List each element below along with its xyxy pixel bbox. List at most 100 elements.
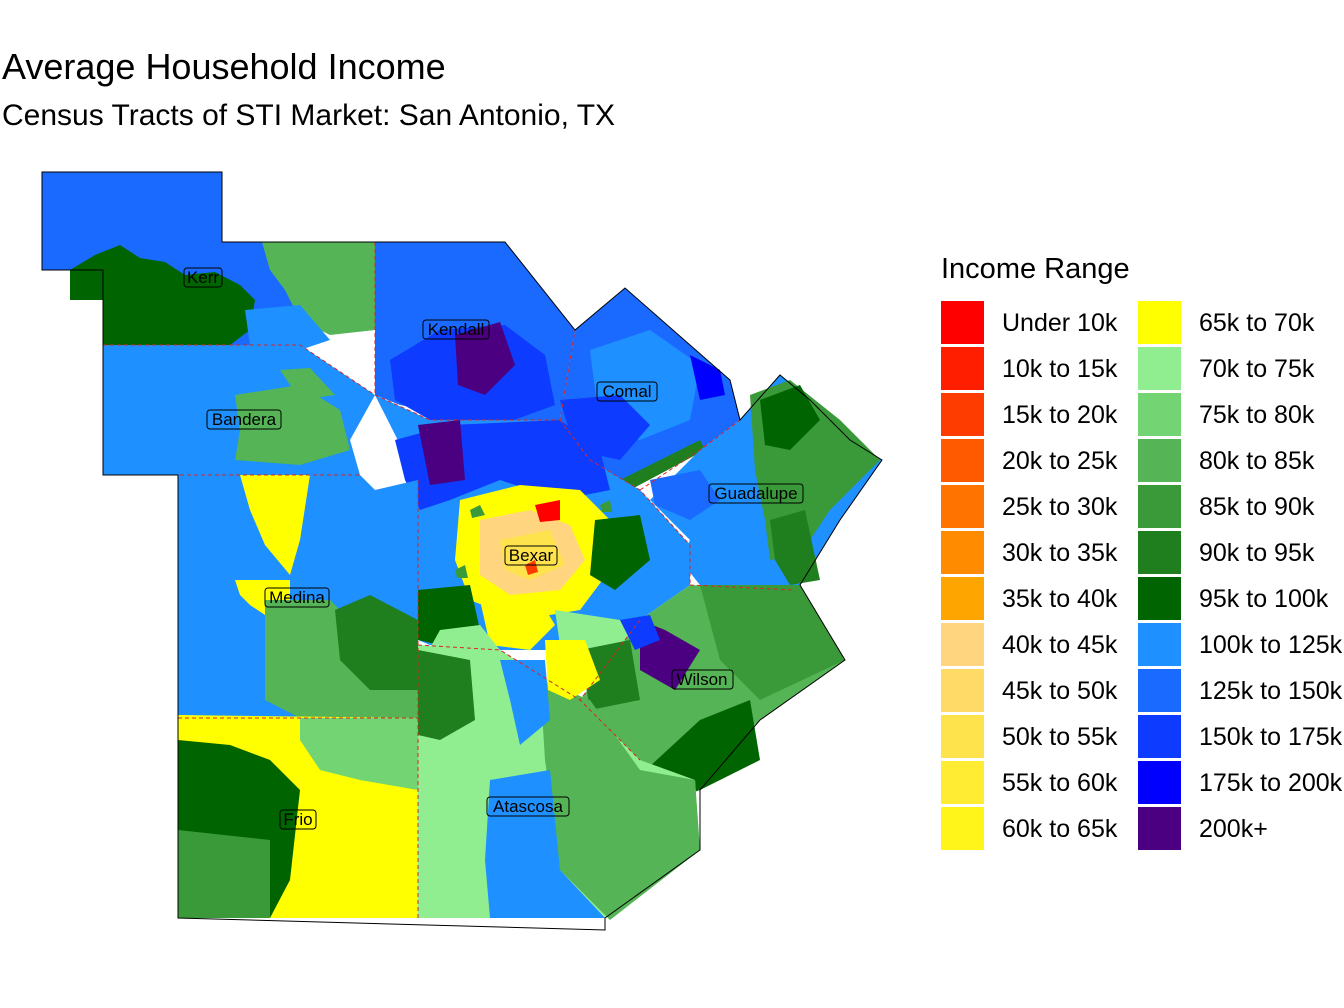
legend-item: 125k to 150k <box>1138 668 1342 714</box>
legend-item: 60k to 65k <box>941 806 1141 852</box>
legend-label: 95k to 100k <box>1199 585 1329 613</box>
legend-label: 150k to 175k <box>1199 723 1343 751</box>
legend-label: 85k to 90k <box>1199 493 1315 521</box>
legend-item: 75k to 80k <box>1138 392 1338 438</box>
legend-swatch <box>1138 761 1181 804</box>
legend-item: 50k to 55k <box>941 714 1141 760</box>
legend-swatch <box>1138 485 1181 528</box>
county-label-medina: Medina <box>264 587 330 608</box>
region-bexar <box>375 395 690 650</box>
map-title: Average Household Income <box>2 46 446 87</box>
legend-item: 10k to 15k <box>941 346 1141 392</box>
svg-text:Guadalupe: Guadalupe <box>714 484 797 503</box>
legend-swatch <box>1138 347 1181 390</box>
legend-item: 55k to 60k <box>941 760 1141 806</box>
svg-text:Comal: Comal <box>602 382 651 401</box>
legend-label: 35k to 40k <box>1002 585 1118 613</box>
legend-title: Income Range <box>941 253 1130 285</box>
region-guadalupe <box>650 375 882 590</box>
county-label-comal: Comal <box>596 381 658 402</box>
county-label-kendall: Kendall <box>422 319 490 340</box>
region-atascosa <box>418 640 700 920</box>
legend-swatch <box>941 531 984 574</box>
svg-text:Atascosa: Atascosa <box>493 797 563 816</box>
region-frio <box>178 715 418 918</box>
svg-text:Bandera: Bandera <box>212 410 277 429</box>
legend-item: 65k to 70k <box>1138 300 1338 346</box>
county-label-bexar: Bexar <box>504 545 558 566</box>
legend-item: 90k to 95k <box>1138 530 1338 576</box>
region-wilson <box>580 585 845 810</box>
legend-label: 20k to 25k <box>1002 447 1118 475</box>
legend-label: 55k to 60k <box>1002 769 1118 797</box>
legend-item: 30k to 35k <box>941 530 1141 576</box>
legend-label: 70k to 75k <box>1199 355 1315 383</box>
legend-swatch <box>941 393 984 436</box>
legend-swatch <box>1138 301 1181 344</box>
legend-label: 90k to 95k <box>1199 539 1315 567</box>
legend-label: 65k to 70k <box>1199 309 1315 337</box>
legend-item: 20k to 25k <box>941 438 1141 484</box>
legend-label: 175k to 200k <box>1199 769 1343 797</box>
legend-swatch <box>941 715 984 758</box>
legend-swatch <box>1138 439 1181 482</box>
svg-text:Wilson: Wilson <box>676 670 727 689</box>
legend-swatch <box>941 669 984 712</box>
svg-text:Kerr: Kerr <box>187 268 219 287</box>
legend-swatch <box>941 761 984 804</box>
legend-label: 15k to 20k <box>1002 401 1118 429</box>
legend-swatch <box>1138 531 1181 574</box>
svg-text:Frio: Frio <box>283 810 312 829</box>
legend-label: 10k to 15k <box>1002 355 1118 383</box>
legend-swatch <box>1138 807 1181 850</box>
svg-text:Medina: Medina <box>269 588 325 607</box>
legend-item: 175k to 200k <box>1138 760 1342 806</box>
legend-item: 85k to 90k <box>1138 484 1338 530</box>
county-label-bandera: Bandera <box>206 409 282 430</box>
legend-item: 200k+ <box>1138 806 1338 852</box>
legend-swatch <box>941 347 984 390</box>
county-borders <box>103 242 796 918</box>
county-label-wilson: Wilson <box>671 669 734 690</box>
legend-label: 125k to 150k <box>1199 677 1343 705</box>
legend-swatch <box>941 623 984 666</box>
legend-label: Under 10k <box>1002 309 1118 337</box>
legend-label: 30k to 35k <box>1002 539 1118 567</box>
legend-label: 25k to 30k <box>1002 493 1118 521</box>
legend-item: 70k to 75k <box>1138 346 1338 392</box>
legend-swatch <box>1138 393 1181 436</box>
legend-item: 35k to 40k <box>941 576 1141 622</box>
legend-item: 80k to 85k <box>1138 438 1338 484</box>
legend-item: 40k to 45k <box>941 622 1141 668</box>
legend-swatch <box>1138 577 1181 620</box>
legend-item: Under 10k <box>941 300 1141 346</box>
legend-swatch <box>941 577 984 620</box>
legend-swatch <box>1138 623 1181 666</box>
map-subtitle: Census Tracts of STI Market: San Antonio… <box>2 99 616 132</box>
legend-label: 45k to 50k <box>1002 677 1118 705</box>
legend-swatch <box>941 485 984 528</box>
county-label-kerr: Kerr <box>183 267 223 288</box>
legend-swatch <box>941 807 984 850</box>
legend-item: 25k to 30k <box>941 484 1141 530</box>
county-label-frio: Frio <box>279 809 317 830</box>
legend-label: 40k to 45k <box>1002 631 1118 659</box>
legend-label: 50k to 55k <box>1002 723 1118 751</box>
legend-item: 95k to 100k <box>1138 576 1338 622</box>
svg-text:Bexar: Bexar <box>509 546 554 565</box>
legend-item: 45k to 50k <box>941 668 1141 714</box>
legend-item: 150k to 175k <box>1138 714 1342 760</box>
county-label-guadalupe: Guadalupe <box>708 483 804 504</box>
legend-swatch <box>941 439 984 482</box>
legend-label: 200k+ <box>1199 815 1268 843</box>
region-comal <box>560 288 740 490</box>
county-label-atascosa: Atascosa <box>486 796 570 817</box>
legend: Under 10k 10k to 15k 15k to 20k 20k to 25k 2… <box>941 300 1344 852</box>
legend-label: 75k to 80k <box>1199 401 1315 429</box>
choropleth-map: Kerr Kendall Comal Bandera Guadalupe Bex… <box>41 171 883 931</box>
svg-text:Kendall: Kendall <box>428 320 485 339</box>
legend-item: 15k to 20k <box>941 392 1141 438</box>
market-outline <box>41 171 883 931</box>
region-medina <box>178 475 418 718</box>
legend-item: 100k to 125k <box>1138 622 1342 668</box>
